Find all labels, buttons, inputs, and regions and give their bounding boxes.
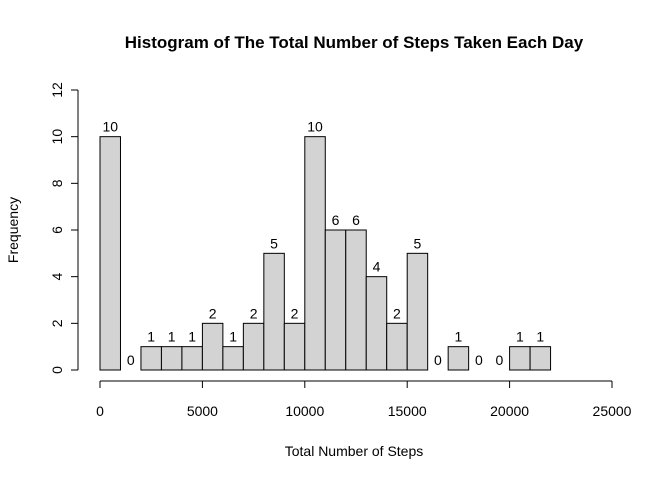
y-axis-label: Frequency <box>5 197 21 263</box>
histogram-bar <box>99 136 121 371</box>
histogram-bar <box>509 346 531 371</box>
bar-count-label: 1 <box>229 329 237 345</box>
bar-count-label: 10 <box>102 119 118 135</box>
x-tick-label: 20000 <box>490 403 529 419</box>
x-tick-label: 25000 <box>593 403 632 419</box>
histogram-bar <box>201 322 224 371</box>
bar-count-label: 2 <box>393 305 401 321</box>
x-axis: 0 5000 10000 15000 20000 25000 <box>96 380 632 419</box>
bar-count-label: 6 <box>332 212 340 228</box>
bar-count-label: 0 <box>475 352 483 368</box>
y-tick-label: 4 <box>49 273 65 281</box>
bar-count-label: 0 <box>495 352 503 368</box>
histogram-bar <box>222 346 244 371</box>
bar-count-label: 4 <box>373 259 381 275</box>
histogram-bar <box>365 276 388 371</box>
bar-count-label: 0 <box>127 352 135 368</box>
histogram-bar <box>386 322 408 371</box>
bar-count-label: 5 <box>270 235 278 251</box>
x-tick-label: 15000 <box>388 403 427 419</box>
histogram-bar <box>242 322 265 371</box>
bar-count-label: 2 <box>291 305 299 321</box>
histogram-bar <box>447 346 470 371</box>
y-axis: 0 2 4 6 8 10 12 <box>49 82 79 374</box>
bars-group <box>99 136 552 371</box>
histogram-bar <box>529 346 552 371</box>
bar-count-label: 2 <box>209 305 217 321</box>
bar-count-label: 1 <box>188 329 196 345</box>
x-tick-label: 10000 <box>285 403 324 419</box>
bar-count-label: 1 <box>455 329 463 345</box>
bar-count-label: 1 <box>168 329 176 345</box>
x-tick-label: 0 <box>96 403 104 419</box>
y-tick-label: 6 <box>49 226 65 234</box>
y-tick-label: 2 <box>49 319 65 327</box>
histogram-bar <box>345 229 367 371</box>
bar-count-label: 1 <box>147 329 155 345</box>
histogram-bar <box>263 252 285 371</box>
bar-count-label: 1 <box>536 329 544 345</box>
y-tick-label: 0 <box>49 366 65 374</box>
histogram-bar <box>181 346 203 371</box>
histogram-bar <box>140 346 162 371</box>
bar-count-label: 6 <box>352 212 360 228</box>
bar-count-label: 1 <box>516 329 524 345</box>
y-tick-label: 8 <box>49 179 65 187</box>
y-tick-label: 12 <box>49 82 65 98</box>
y-tick-label: 10 <box>49 129 65 145</box>
histogram-bar <box>283 322 306 371</box>
histogram-bar <box>304 136 326 371</box>
bar-count-label: 0 <box>434 352 442 368</box>
histogram-bar <box>406 252 429 371</box>
histogram-bar <box>160 346 183 371</box>
histogram-bar <box>324 229 347 371</box>
chart-title: Histogram of The Total Number of Steps T… <box>125 33 584 52</box>
x-tick-label: 5000 <box>187 403 218 419</box>
x-axis-label: Total Number of Steps <box>285 443 424 459</box>
bar-count-label: 2 <box>250 305 258 321</box>
bar-count-label: 10 <box>307 119 323 135</box>
bar-count-label: 5 <box>414 235 422 251</box>
